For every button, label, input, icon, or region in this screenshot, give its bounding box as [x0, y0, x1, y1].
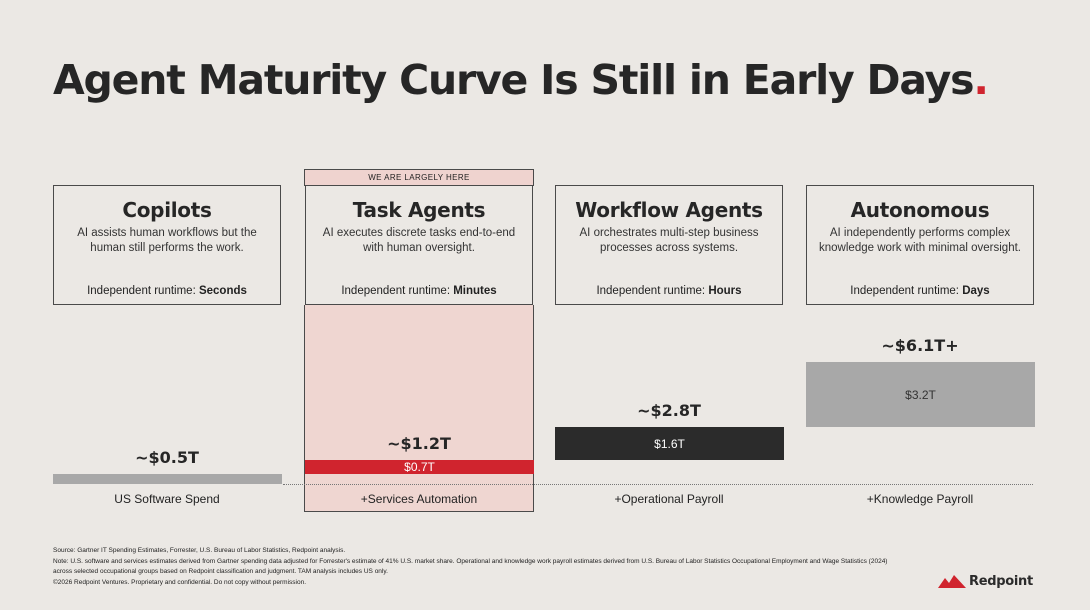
- we-are-here-tag: WE ARE LARGELY HERE: [304, 169, 534, 186]
- category-label-2: +Operational Payroll: [614, 492, 724, 506]
- stage-description: AI assists human workflows but the human…: [77, 227, 257, 254]
- current-stage-highlight: [304, 305, 534, 512]
- bar-3: $3.2T: [806, 362, 1035, 427]
- stage-card-task-agents: Task Agents AI executes discrete tasks e…: [305, 185, 533, 305]
- footnote-note: Note: U.S. software and services estimat…: [53, 557, 888, 565]
- stage-description: AI executes discrete tasks end-to-end wi…: [322, 227, 516, 254]
- stage-description: AI independently performs complex knowle…: [819, 227, 1021, 254]
- stage-title: Copilots: [122, 198, 212, 222]
- bar-value-label: $1.6T: [654, 436, 685, 451]
- total-label-0: ~$0.5T: [135, 448, 199, 467]
- page-title: Agent Maturity Curve Is Still in Early D…: [53, 56, 989, 104]
- footnote-copyright: ©2026 Redpoint Ventures. Proprietary and…: [53, 578, 307, 586]
- stage-description: AI orchestrates multi-step business proc…: [579, 227, 759, 254]
- stage-card-autonomous: Autonomous AI independently performs com…: [806, 185, 1034, 305]
- stage-runtime: Independent runtime: Seconds: [87, 285, 247, 297]
- category-label-0: US Software Spend: [114, 492, 220, 506]
- total-label-3: ~$6.1T+: [881, 336, 959, 355]
- stage-card-copilots: Copilots AI assists human workflows but …: [53, 185, 281, 305]
- stage-runtime: Independent runtime: Hours: [596, 285, 742, 297]
- chart-baseline: [283, 484, 1033, 485]
- stage-card-workflow-agents: Workflow Agents AI orchestrates multi-st…: [555, 185, 783, 305]
- stage-runtime: Independent runtime: Days: [850, 285, 990, 297]
- stage-title: Autonomous: [850, 198, 990, 222]
- footnotes: Source: Gartner IT Spending Estimates, F…: [53, 546, 1043, 588]
- bar-0: [53, 474, 282, 484]
- redpoint-mountain-icon: [938, 575, 966, 588]
- category-label-3: +Knowledge Payroll: [866, 492, 974, 506]
- logo-text: Redpoint: [969, 573, 1033, 589]
- bar-1: $0.7T: [305, 460, 534, 474]
- footnote-source: Source: Gartner IT Spending Estimates, F…: [53, 547, 346, 554]
- category-label-1: +Services Automation: [360, 492, 478, 506]
- title-accent-dot: .: [973, 56, 989, 104]
- stage-title: Task Agents: [352, 198, 486, 222]
- stage-runtime: Independent runtime: Minutes: [341, 285, 497, 297]
- stage-title: Workflow Agents: [575, 198, 763, 222]
- bar-value-label: $0.7T: [404, 460, 435, 474]
- redpoint-logo: Redpoint: [938, 571, 1033, 591]
- bar-2: $1.6T: [555, 427, 784, 460]
- total-label-1: ~$1.2T: [387, 434, 451, 453]
- total-label-2: ~$2.8T: [637, 401, 701, 420]
- bar-value-label: $3.2T: [905, 387, 936, 402]
- footnote-note-continued: across selected occupational groups base…: [53, 568, 388, 575]
